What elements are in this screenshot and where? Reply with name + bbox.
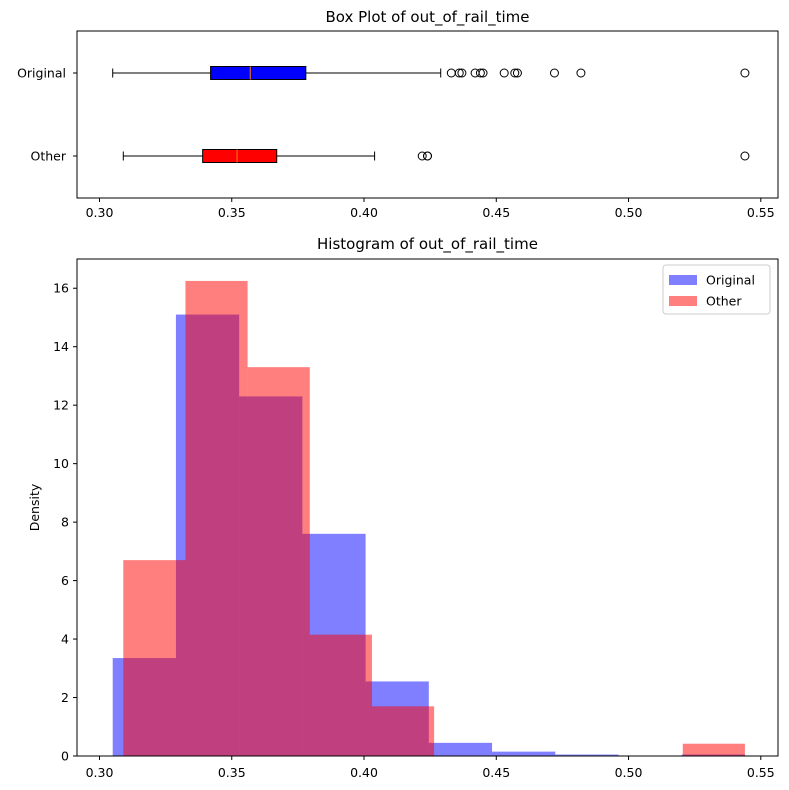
boxplot-x-tick-label: 0.30 (86, 205, 114, 220)
box-outlier (740, 151, 750, 161)
box-outlier (576, 68, 586, 78)
histogram-x-axis: 0.30 0.35 0.40 0.45 0.50 0.55 (86, 756, 775, 780)
histogram-x-tick-label: 0.30 (86, 765, 114, 780)
histogram-bar (371, 706, 435, 756)
histogram-x-tick-label: 0.50 (615, 765, 643, 780)
boxplot-x-axis: 0.30 0.35 0.40 0.45 0.50 0.55 (86, 198, 775, 220)
histogram-y-tick-label: 16 (53, 281, 69, 296)
boxplot-y-tick-label: Other (31, 149, 67, 164)
histogram-bar (555, 754, 619, 756)
box-outlier (499, 68, 509, 78)
box-outlier (740, 68, 750, 78)
histogram-y-tick-label: 12 (53, 398, 69, 413)
box-outlier (417, 151, 427, 161)
histogram-bar (492, 751, 556, 756)
boxplot-x-tick-label: 0.35 (218, 205, 246, 220)
boxplot-title: Box Plot of out_of_rail_time (325, 8, 529, 27)
histogram-y-tick-label: 6 (61, 573, 69, 588)
histogram-bar (682, 743, 745, 756)
box-outlier (454, 68, 464, 78)
histogram-bar (123, 560, 186, 756)
histogram-title: Histogram of out_of_rail_time (317, 235, 538, 254)
histogram-y-axis: 0 2 4 6 8 10 12 14 16 (53, 281, 77, 764)
box-outlier (423, 151, 432, 161)
histogram-y-tick-label: 14 (53, 339, 69, 354)
box-outlier (478, 68, 488, 78)
histogram-series-other (123, 280, 745, 756)
boxplot-x-tick-label: 0.50 (615, 205, 643, 220)
boxplot-y-tick-label: Original (17, 66, 66, 81)
box-iqr (210, 66, 307, 80)
boxplot-y-axis: Original Other (17, 66, 77, 164)
box-iqr (202, 149, 278, 163)
boxplot-chart: Box Plot of out_of_rail_time 0.30 0.35 0.4… (17, 8, 779, 220)
boxplot-plot-area (76, 30, 779, 199)
histogram-y-tick-label: 10 (53, 456, 69, 471)
box-outlier (549, 68, 559, 78)
histogram-x-tick-label: 0.35 (218, 765, 246, 780)
box-outlier (510, 68, 520, 78)
histogram-y-tick-label: 2 (61, 690, 69, 705)
histogram-bar (185, 280, 248, 756)
boxplot-x-tick-label: 0.45 (482, 205, 510, 220)
boxplot-frame (76, 30, 779, 199)
box-original (112, 66, 750, 80)
histogram-bar (247, 367, 310, 756)
histogram-y-axis-label: Density (27, 483, 42, 531)
boxplot-x-tick-label: 0.40 (350, 205, 378, 220)
legend-label-original: Original (706, 273, 755, 288)
histogram-frame (76, 258, 779, 757)
histogram-plot-area (76, 258, 779, 757)
legend-swatch-other (669, 296, 697, 306)
histogram-bar (428, 742, 493, 756)
histogram-bar (309, 634, 372, 756)
boxplot-x-tick-label: 0.55 (747, 205, 775, 220)
histogram-y-tick-label: 0 (61, 749, 69, 764)
histogram-x-tick-label: 0.45 (482, 765, 510, 780)
box-outlier (512, 68, 522, 78)
histogram-y-tick-label: 4 (61, 632, 69, 647)
box-outlier (475, 68, 485, 78)
legend-label-other: Other (706, 294, 742, 309)
box-other (122, 149, 750, 163)
histogram-x-tick-label: 0.40 (350, 765, 378, 780)
histogram-x-tick-label: 0.55 (747, 765, 775, 780)
histogram-chart: Histogram of out_of_rail_time 0.30 0.35 0.… (27, 235, 779, 780)
histogram-legend: Original Other (662, 264, 771, 315)
legend-swatch-original (669, 275, 697, 285)
histogram-y-tick-label: 8 (61, 515, 69, 530)
box-outlier (457, 68, 467, 78)
